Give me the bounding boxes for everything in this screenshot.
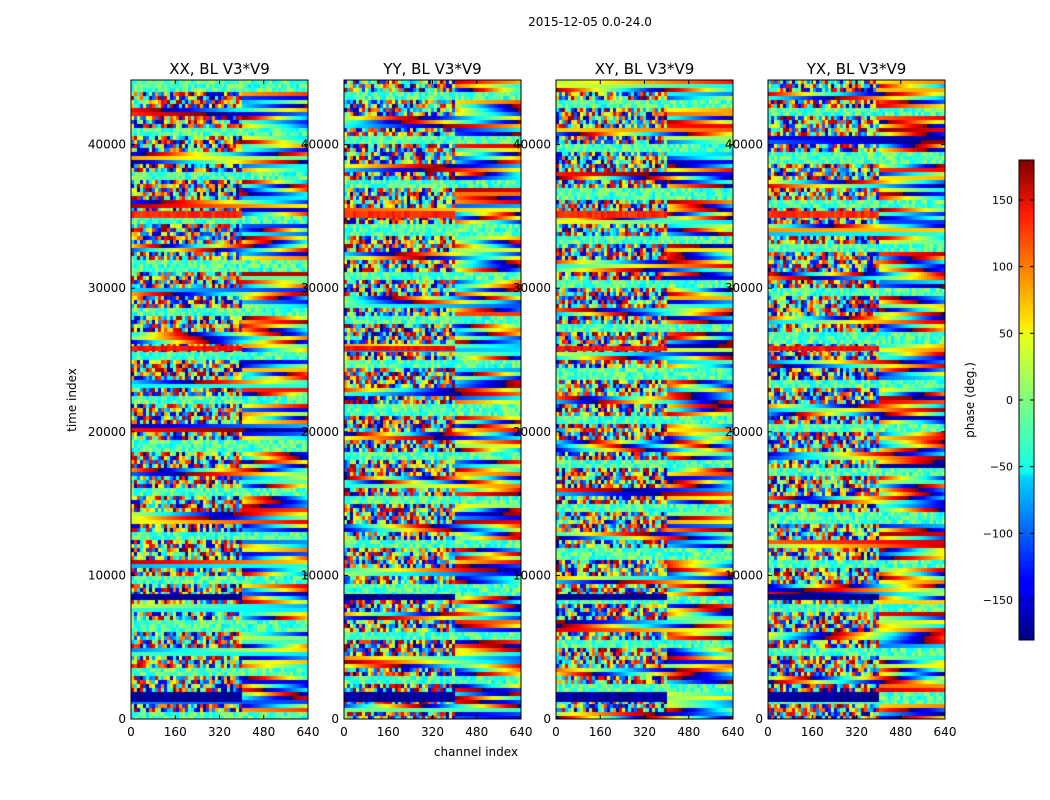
x-axis-label: channel index	[434, 745, 518, 759]
y-axis-label: time index	[65, 368, 79, 432]
colorbar-tick-label: −150	[983, 594, 1013, 607]
figure-suptitle: 2015-12-05 0.0-24.0	[528, 15, 652, 29]
y-tick-label: 0	[118, 712, 126, 726]
panel-title: YY, BL V3*V9	[382, 60, 481, 78]
x-tick-label: 0	[127, 725, 135, 739]
x-tick-label: 640	[297, 725, 320, 739]
y-tick-label: 0	[331, 712, 339, 726]
y-tick-label: 30000	[301, 281, 339, 295]
x-tick-label: 320	[208, 725, 231, 739]
y-tick-label: 0	[755, 712, 763, 726]
x-tick-label: 320	[845, 725, 868, 739]
y-tick-label: 20000	[513, 425, 551, 439]
heatmap-panels: XX, BL V3*V9 0 160 320 480 640 0 10000 20000 3000…	[88, 60, 957, 739]
heatmap-image	[556, 80, 733, 719]
colorbar-tick-label: 100	[992, 261, 1013, 274]
panel-xy: XY, BL V3*V9 0 160 320 480 640 0 10000 20000 3000…	[513, 60, 745, 739]
x-tick-label: 480	[889, 725, 912, 739]
x-tick-label: 480	[252, 725, 275, 739]
y-tick-label: 10000	[725, 568, 763, 582]
x-tick-label: 160	[377, 725, 400, 739]
x-tick-label: 480	[465, 725, 488, 739]
x-tick-label: 0	[340, 725, 348, 739]
y-tick-label: 30000	[725, 281, 763, 295]
x-tick-label: 320	[633, 725, 656, 739]
x-tick-label: 0	[764, 725, 772, 739]
x-tick-label: 160	[164, 725, 187, 739]
y-tick-label: 40000	[88, 138, 126, 152]
y-tick-label: 20000	[88, 425, 126, 439]
heatmap-image	[344, 80, 521, 719]
x-tick-label: 160	[589, 725, 612, 739]
x-tick-label: 320	[421, 725, 444, 739]
panel-title: XX, BL V3*V9	[169, 60, 270, 78]
y-tick-label: 10000	[301, 568, 339, 582]
panel-yx: YX, BL V3*V9 0 160 320 480 640 0 10000 20000 3000…	[725, 60, 957, 739]
panel-xx: XX, BL V3*V9 0 160 320 480 640 0 10000 20000 3000…	[88, 60, 320, 739]
heatmap-image	[768, 80, 945, 719]
x-tick-label: 160	[801, 725, 824, 739]
y-tick-label: 40000	[301, 138, 339, 152]
heatmap-image	[131, 80, 308, 719]
y-tick-label: 10000	[88, 568, 126, 582]
x-tick-label: 640	[934, 725, 957, 739]
colorbar: −150 −100 −50 0 50 100 150 phase (deg.)	[963, 159, 1035, 641]
x-tick-label: 0	[552, 725, 560, 739]
y-tick-label: 30000	[88, 281, 126, 295]
y-tick-label: 40000	[725, 138, 763, 152]
colorbar-tick-label: 150	[992, 194, 1013, 207]
colorbar-tick-label: −50	[990, 461, 1013, 474]
y-tick-label: 20000	[725, 425, 763, 439]
y-tick-label: 0	[543, 712, 551, 726]
colorbar-ticks: −150 −100 −50 0 50 100 150	[983, 194, 1034, 607]
x-tick-label: 640	[722, 725, 745, 739]
colorbar-label: phase (deg.)	[963, 362, 977, 438]
panel-title: XY, BL V3*V9	[595, 60, 695, 78]
colorbar-tick-label: 0	[1006, 394, 1013, 407]
y-tick-label: 30000	[513, 281, 551, 295]
y-tick-label: 20000	[301, 425, 339, 439]
x-tick-label: 640	[510, 725, 533, 739]
panel-yy: YY, BL V3*V9 0 160 320 480 640 0 10000 20000 3000…	[301, 60, 533, 739]
colorbar-tick-label: −100	[983, 527, 1013, 540]
panel-title: YX, BL V3*V9	[806, 60, 907, 78]
y-tick-label: 40000	[513, 138, 551, 152]
y-tick-label: 10000	[513, 568, 551, 582]
x-tick-label: 480	[677, 725, 700, 739]
colorbar-tick-label: 50	[999, 327, 1013, 340]
